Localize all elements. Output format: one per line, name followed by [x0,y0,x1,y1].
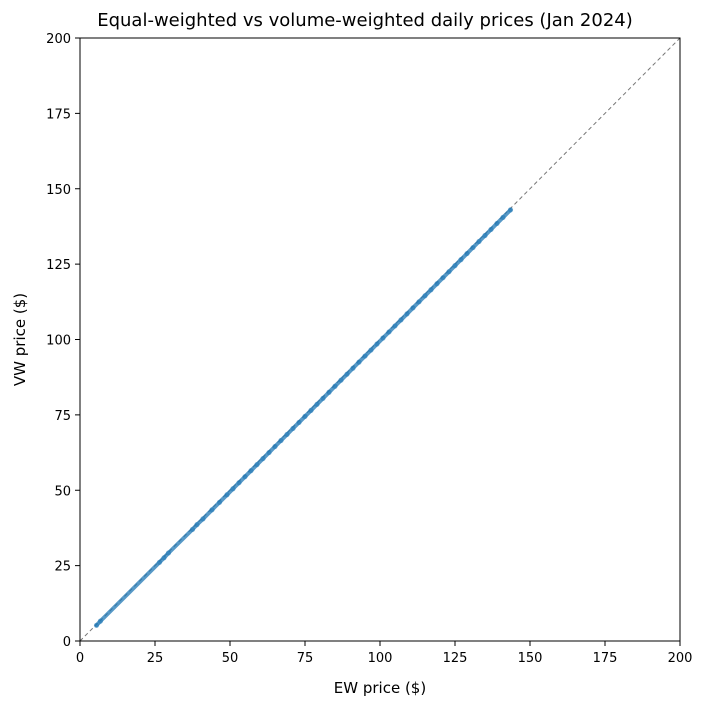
x-tick-label: 125 [443,651,468,666]
data-points-layer [93,207,514,628]
x-tick-label: 50 [222,651,239,666]
y-tick-label: 75 [54,409,71,424]
y-axis: 0 25 50 75 100 125 150 175 200 [46,32,80,650]
y-tick-label: 100 [46,334,71,349]
y-tick-label: 150 [46,183,71,198]
y-tick-label: 125 [46,258,71,273]
y-tick-label: 25 [54,560,71,575]
chart-title: Equal-weighted vs volume-weighted daily … [97,10,633,31]
x-tick-label: 200 [668,651,693,666]
x-axis: 0 25 50 75 100 125 150 175 200 [76,641,693,666]
data-density-band [94,207,513,628]
x-tick-label: 100 [368,651,393,666]
x-tick-label: 0 [76,651,84,666]
y-tick-label: 200 [46,32,71,47]
y-tick-label: 175 [46,107,71,122]
y-tick-label: 0 [63,635,71,650]
x-axis-label: EW price ($) [334,679,426,697]
x-tick-label: 25 [147,651,164,666]
x-tick-label: 175 [593,651,618,666]
x-tick-label: 150 [518,651,543,666]
x-tick-label: 75 [297,651,314,666]
y-tick-label: 50 [54,484,71,499]
y-axis-label: VW price ($) [11,293,29,386]
